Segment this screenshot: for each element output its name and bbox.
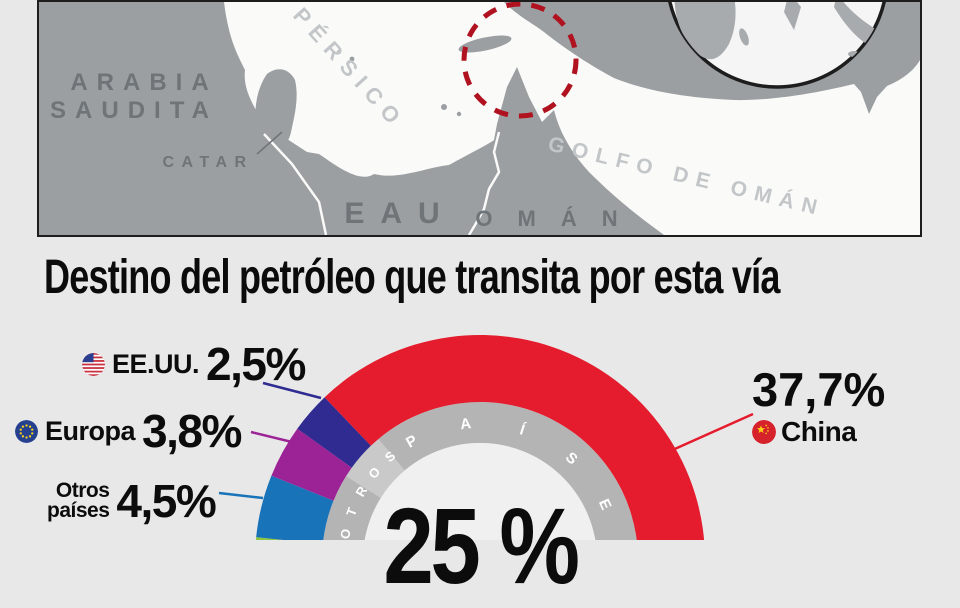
map-label-saudita: SAUDITA (50, 97, 218, 124)
strait-highlight-circle (461, 2, 579, 119)
donut-slice-otros-pa-ses (256, 475, 334, 540)
page-title: Destino del petróleo que transita por es… (44, 251, 780, 304)
map-label-arabia: ARABIA (70, 69, 217, 96)
label-otros-paises: Otros países 4,5% (47, 474, 217, 528)
map-island-qeshm (458, 35, 512, 53)
inner-ring-light-wedge (346, 438, 405, 498)
leader-line-china (667, 412, 754, 454)
globe-madagascar (739, 28, 749, 46)
label-china-value: 37,7% (752, 363, 886, 416)
label-eeuu-name: EE.UU. (112, 348, 200, 379)
donut-slice-china (324, 334, 705, 540)
label-otros-name: Otros países (47, 479, 110, 522)
catar-pointer-line (256, 131, 283, 155)
donut-center-value: 25 % (383, 485, 580, 606)
donut-center-circle (364, 443, 596, 540)
leader-line-eeuu (262, 381, 322, 400)
label-europa-name: Europa (45, 415, 136, 446)
infographic-page: { "map": { "region_labels": { "arabia_li… (15, 0, 922, 606)
inner-gray-ring (323, 402, 637, 540)
map-label-catar: CATAR (162, 154, 253, 171)
map-island (441, 104, 447, 110)
map-label-oman: OMÁN (475, 206, 642, 231)
map-qatar-peninsula (255, 69, 297, 145)
leader-line-europa (250, 430, 297, 445)
leader-line-otros (218, 491, 264, 500)
ring-letter: Í (518, 421, 528, 439)
us-flag-icon (82, 352, 105, 376)
label-europa-value: 3,8% (142, 405, 242, 457)
label-europa: Europa 3,8% (15, 404, 242, 458)
eu-flag-icon (15, 419, 38, 443)
label-china-name: China (781, 416, 857, 447)
donut-slice-ee-uu- (297, 397, 371, 468)
globe-inset (668, 2, 886, 89)
map-border-uae-oman (467, 131, 501, 235)
ring-letter: O (337, 527, 354, 540)
map-island (456, 111, 462, 117)
globe-se-asia (834, 2, 883, 47)
globe-india (784, 2, 801, 30)
globe-africa (674, 2, 736, 59)
map-island (337, 50, 341, 54)
map-svg: ARABIA SAUDITA CATAR EAU OMÁN PÉRSICO GO… (39, 2, 920, 235)
map-island-bahrain (232, 71, 238, 77)
map-water (224, 2, 920, 235)
map-panel: ARABIA SAUDITA CATAR EAU OMÁN PÉRSICO GO… (37, 0, 922, 237)
donut-slice-europa (271, 428, 352, 501)
label-china: 37,7% China (752, 366, 885, 448)
label-eeuu: EE.UU. 2,5% (82, 337, 306, 391)
donut-chart: OTROSPAÍSES (218, 334, 754, 540)
ring-letter: A (459, 415, 472, 433)
donut-slice-unlabeled (255, 537, 284, 540)
leader-lines (218, 381, 754, 500)
china-flag-icon (752, 420, 776, 444)
label-otros-value: 4,5% (116, 475, 216, 527)
map-island-bahrain (237, 80, 241, 84)
map-island (349, 56, 355, 62)
map-border-saudi-uae (263, 133, 328, 235)
map-label-eau: EAU (344, 197, 455, 230)
label-china-row: China (752, 416, 885, 448)
label-eeuu-value: 2,5% (206, 338, 306, 390)
donut-rings: OTROSPAÍSES (255, 334, 705, 540)
